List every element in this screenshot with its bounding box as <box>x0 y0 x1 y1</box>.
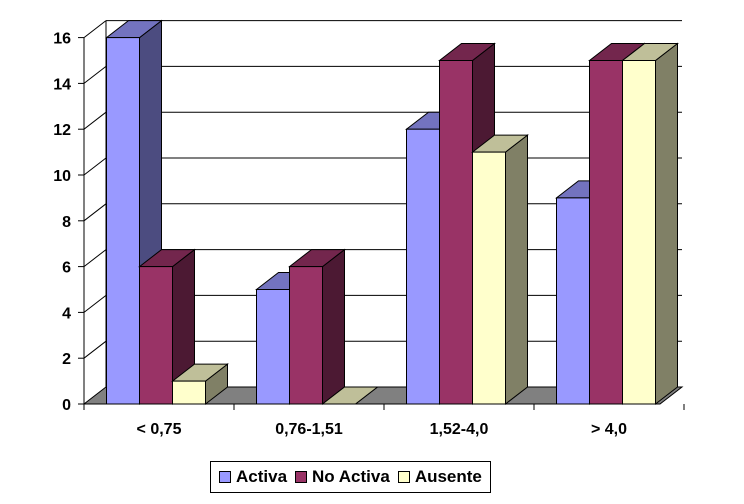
y-tick-label: 2 <box>62 351 71 368</box>
legend-swatch-no-activa <box>295 471 308 483</box>
legend-item-no-activa: No Activa <box>295 467 390 487</box>
x-category-label: 1,52-4,0 <box>430 421 489 438</box>
legend-label-ausente: Ausente <box>414 467 482 486</box>
y-axis-ticks: 0 2 4 6 8 10 12 14 16 <box>53 31 84 414</box>
y-tick-label: 14 <box>53 76 71 93</box>
bar-front <box>106 37 140 405</box>
bar-ausente-0 <box>171 363 229 406</box>
gridline-side <box>83 157 107 176</box>
x-category-label: > 4,0 <box>591 421 627 438</box>
bar-front <box>556 197 590 405</box>
x-axis-categories: < 0,75 0,76-1,51 1,52-4,0 > 4,0 <box>83 403 685 438</box>
bar-front <box>406 128 440 405</box>
legend: Activa No Activa Ausente <box>210 461 491 493</box>
bar-front <box>289 266 323 405</box>
bar-side <box>322 248 345 406</box>
y-tick-label: 12 <box>53 122 71 139</box>
bar-front <box>589 60 623 405</box>
bar-no-activa-1 <box>288 248 346 406</box>
bar-front <box>439 60 473 405</box>
gridline-side <box>83 66 107 84</box>
bar-no-activa-0 <box>138 248 196 406</box>
legend-item-ausente: Ausente <box>397 467 482 487</box>
legend-item-activa: Activa <box>219 467 287 487</box>
y-tick-label: 4 <box>62 305 71 322</box>
y-tick-label: 0 <box>62 397 71 414</box>
y-tick-label: 8 <box>62 214 71 231</box>
gridline-side <box>83 249 107 267</box>
bar-front <box>622 60 656 405</box>
bar-ausente-3 <box>621 42 679 406</box>
legend-swatch-activa <box>219 471 231 483</box>
bar-front <box>139 266 173 405</box>
bar-side <box>655 42 678 406</box>
bar-front <box>256 289 290 405</box>
gridline-side <box>83 20 107 38</box>
bars <box>105 19 679 406</box>
gridline-side <box>83 340 107 359</box>
bar-side <box>505 134 528 406</box>
y-tick-label: 16 <box>53 31 71 48</box>
bar-ausente-2 <box>471 134 529 406</box>
x-category-label: 0,76-1,51 <box>275 421 343 438</box>
gridline-side <box>83 203 107 222</box>
legend-swatch-ausente <box>397 471 410 483</box>
bar-front <box>472 151 506 405</box>
gridline-side <box>83 111 107 130</box>
legend-label-activa: Activa <box>236 467 288 486</box>
x-category-label: < 0,75 <box>137 421 182 438</box>
legend-label-no-activa: No Activa <box>312 467 390 486</box>
gridline-side <box>83 295 107 313</box>
bar-front <box>172 380 206 405</box>
y-tick-label: 10 <box>53 168 71 185</box>
y-tick-label: 6 <box>62 260 71 277</box>
